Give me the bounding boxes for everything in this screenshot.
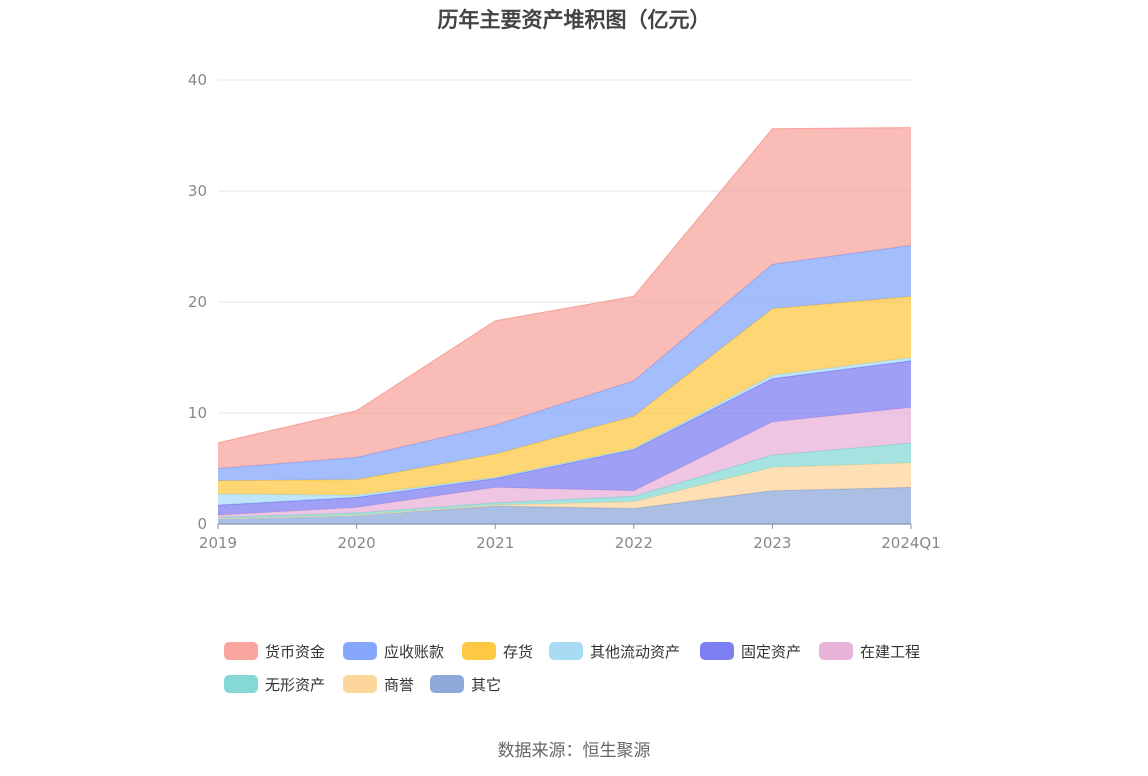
legend-swatch [224,675,258,693]
area-在建工程[interactable] [218,407,911,518]
y-tick-label: 10 [188,404,207,422]
legend-item-其他流动资产[interactable]: 其他流动资产 [549,642,680,661]
x-tick-label: 2022 [615,534,653,552]
legend-swatch [819,642,853,660]
legend-label: 存货 [503,643,533,661]
legend-item-货币资金[interactable]: 货币资金 [224,642,325,661]
legend-swatch [343,642,377,660]
area-无形资产[interactable] [218,443,911,519]
x-tick-label: 2019 [199,534,237,552]
legend-item-存货[interactable]: 存货 [462,642,533,661]
legend-label: 固定资产 [741,643,801,661]
legend-swatch [462,642,496,660]
legend-swatch [430,675,464,693]
legend-item-无形资产[interactable]: 无形资产 [224,675,325,694]
area-应收账款[interactable] [218,245,911,481]
x-tick-label: 2024Q1 [881,534,941,552]
legend-label: 应收账款 [384,643,444,661]
legend-item-在建工程[interactable]: 在建工程 [819,642,920,661]
x-tick-label: 2020 [338,534,376,552]
data-source-note: 数据来源：恒生聚源 [497,741,651,761]
legend-label: 无形资产 [265,676,325,694]
x-tick-label: 2023 [753,534,791,552]
area-其它[interactable] [218,487,911,524]
legend-item-其它[interactable]: 其它 [430,675,501,694]
legend-label: 商誉 [384,676,414,694]
area-edge [217,127,912,444]
legend-swatch [549,642,583,660]
area-存货[interactable] [218,296,911,496]
area-商誉[interactable] [218,462,911,519]
legend-swatch [224,642,258,660]
legend-item-商誉[interactable]: 商誉 [343,675,414,694]
legend-item-固定资产[interactable]: 固定资产 [700,642,801,661]
area-series[interactable] [217,127,912,524]
legend-label: 其他流动资产 [590,643,680,661]
chart-title: 历年主要资产堆积图（亿元） [437,8,711,32]
legend-swatch [700,642,734,660]
legend-swatch [343,675,377,693]
area-固定资产[interactable] [218,360,911,516]
y-tick-label: 30 [188,182,207,200]
area-其他流动资产[interactable] [218,357,911,506]
legend-item-应收账款[interactable]: 应收账款 [343,642,444,661]
y-tick-label: 20 [188,293,207,311]
legend-label: 其它 [471,676,501,694]
y-tick-label: 40 [188,71,207,89]
y-tick-label: 0 [197,515,207,533]
x-tick-label: 2021 [476,534,514,552]
legend-label: 在建工程 [860,643,920,661]
axes: 0 10 20 30 40 2019 2020 2021 2022 2023 2024Q1 [188,71,941,552]
legend-label: 货币资金 [265,643,325,661]
area-货币资金[interactable] [218,127,911,469]
